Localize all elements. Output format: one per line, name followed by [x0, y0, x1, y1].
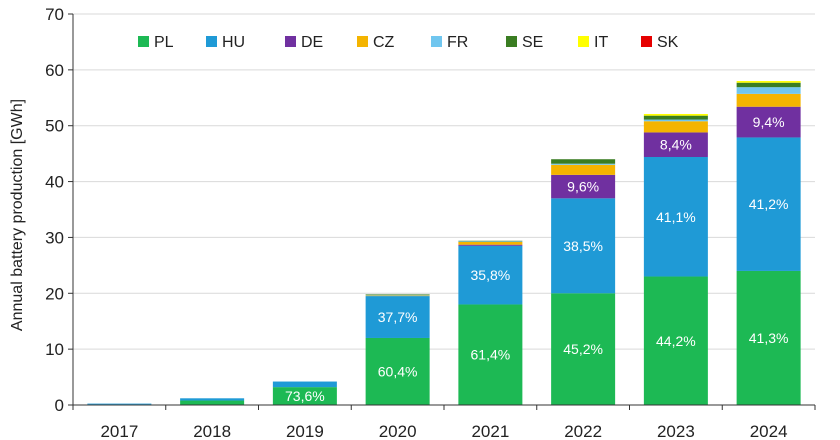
data-label: 9,4% — [753, 114, 785, 130]
y-tick-label: 70 — [45, 5, 64, 24]
legend-item-pl: PL — [138, 34, 174, 51]
legend-label: PL — [154, 34, 174, 51]
y-tick-label: 20 — [45, 284, 64, 303]
bar-segment-pl-2019 — [272, 387, 337, 405]
legend-swatch — [578, 36, 589, 47]
legend-label: SE — [522, 34, 543, 51]
bar-segment-hu-2019 — [272, 381, 337, 388]
y-tick-label: 10 — [45, 340, 64, 359]
x-tick-label: 2024 — [750, 422, 788, 440]
bar-segment-fr-2020 — [365, 294, 430, 296]
bar-segment-hu-2018 — [180, 398, 245, 401]
bar-segment-fr-2021 — [458, 241, 523, 242]
legend-label: SK — [657, 34, 679, 51]
legend-item-it: IT — [578, 34, 608, 51]
data-label: 73,6% — [285, 388, 325, 404]
x-tick-label: 2023 — [657, 422, 695, 440]
bar-segment-se-2024 — [736, 82, 801, 88]
x-tick-label: 2020 — [379, 422, 417, 440]
x-axis-ticks: 2017 2018 2019 2020 2021 2022 2023 2024 — [72, 405, 816, 440]
bar-segment-hu-2021 — [458, 245, 523, 305]
data-label: 8,4% — [660, 137, 692, 153]
bar-segment-cz-2024 — [736, 93, 801, 107]
legend: PL HU DE CZ FR SE IT SK — [138, 34, 679, 51]
bar-segment-pl-2022 — [551, 293, 616, 405]
x-tick-label: 2022 — [564, 422, 602, 440]
legend-swatch — [506, 36, 517, 47]
legend-swatch — [357, 36, 368, 47]
bar-segment-it-2023 — [643, 113, 708, 116]
legend-swatch — [285, 36, 296, 47]
bar-segment-fr-2024 — [736, 87, 801, 94]
legend-item-se: SE — [506, 34, 543, 51]
x-tick-label: 2019 — [286, 422, 324, 440]
bar-segment-fr-2022 — [551, 163, 616, 165]
bar-segment-pl-2023 — [643, 276, 708, 405]
bar-segment-pl-2021 — [458, 304, 523, 405]
legend-item-fr: FR — [431, 34, 468, 51]
bar-segment-pl-2020 — [365, 337, 430, 405]
bar-segment-cz-2021 — [458, 241, 523, 245]
y-tick-label: 60 — [45, 61, 64, 80]
legend-item-de: DE — [285, 34, 323, 51]
legend-item-sk: SK — [641, 34, 679, 51]
legend-label: CZ — [373, 34, 395, 51]
y-axis-ticks: 0 10 20 30 40 50 60 70 — [45, 5, 73, 415]
data-label: 60,4% — [378, 363, 418, 379]
bar-segment-it-2024 — [736, 81, 801, 83]
bar-segment-hu-2023 — [643, 156, 708, 277]
legend-swatch — [206, 36, 217, 47]
bar-segment-hu-2022 — [551, 198, 616, 294]
y-tick-label: 40 — [45, 173, 64, 192]
gridlines — [73, 13, 815, 350]
legend-swatch — [641, 36, 652, 47]
bar-segment-de-2023 — [643, 132, 708, 157]
legend-item-hu: HU — [206, 34, 245, 51]
bar-segment-pl-2024 — [736, 270, 801, 405]
bar-segment-de-2024 — [736, 106, 801, 138]
legend-label: IT — [594, 34, 608, 51]
y-axis-label: Annual battery production [GWh] — [9, 99, 26, 331]
data-label: 35,8% — [471, 267, 511, 283]
bar-segment-cz-2022 — [551, 164, 616, 175]
legend-swatch — [138, 36, 149, 47]
legend-label: FR — [447, 34, 468, 51]
x-tick-label: 2017 — [100, 422, 138, 440]
bar-segment-fr-2023 — [643, 119, 708, 122]
y-tick-label: 50 — [45, 117, 64, 136]
data-labels: 73,6% 60,4% 37,7% 61,4% 35,8% 45,2% 38,5% 9,6% 4… — [285, 114, 788, 404]
data-label: 38,5% — [563, 238, 603, 254]
bar-segment-se-2020 — [365, 294, 430, 295]
bar-segment-hu-2017 — [87, 403, 152, 405]
bars — [87, 81, 801, 405]
legend-swatch — [431, 36, 442, 47]
bar-segment-hu-2024 — [736, 137, 801, 271]
bar-segment-se-2021 — [458, 240, 523, 242]
bar-segment-de-2022 — [551, 174, 616, 199]
legend-label: DE — [301, 34, 323, 51]
bar-segment-se-2022 — [551, 159, 616, 164]
data-label: 37,7% — [378, 309, 418, 325]
bar-segment-de-2021 — [458, 244, 523, 246]
y-tick-label: 0 — [55, 396, 64, 415]
data-label: 41,3% — [749, 330, 789, 346]
x-tick-label: 2021 — [471, 422, 509, 440]
data-label: 45,2% — [563, 341, 603, 357]
bar-segment-hu-2020 — [365, 296, 430, 338]
legend-item-cz: CZ — [357, 34, 395, 51]
data-label: 41,2% — [749, 196, 789, 212]
data-label: 9,6% — [567, 179, 599, 195]
data-label: 41,1% — [656, 209, 696, 225]
y-tick-label: 30 — [45, 228, 64, 247]
legend-label: HU — [222, 34, 245, 51]
bar-segment-pl-2018 — [180, 400, 245, 405]
bar-segment-cz-2023 — [643, 121, 708, 133]
data-label: 44,2% — [656, 333, 696, 349]
bar-segment-cz-2020 — [365, 295, 430, 297]
data-label: 61,4% — [471, 347, 511, 363]
bar-segment-se-2023 — [643, 115, 708, 120]
x-tick-label: 2018 — [193, 422, 231, 440]
